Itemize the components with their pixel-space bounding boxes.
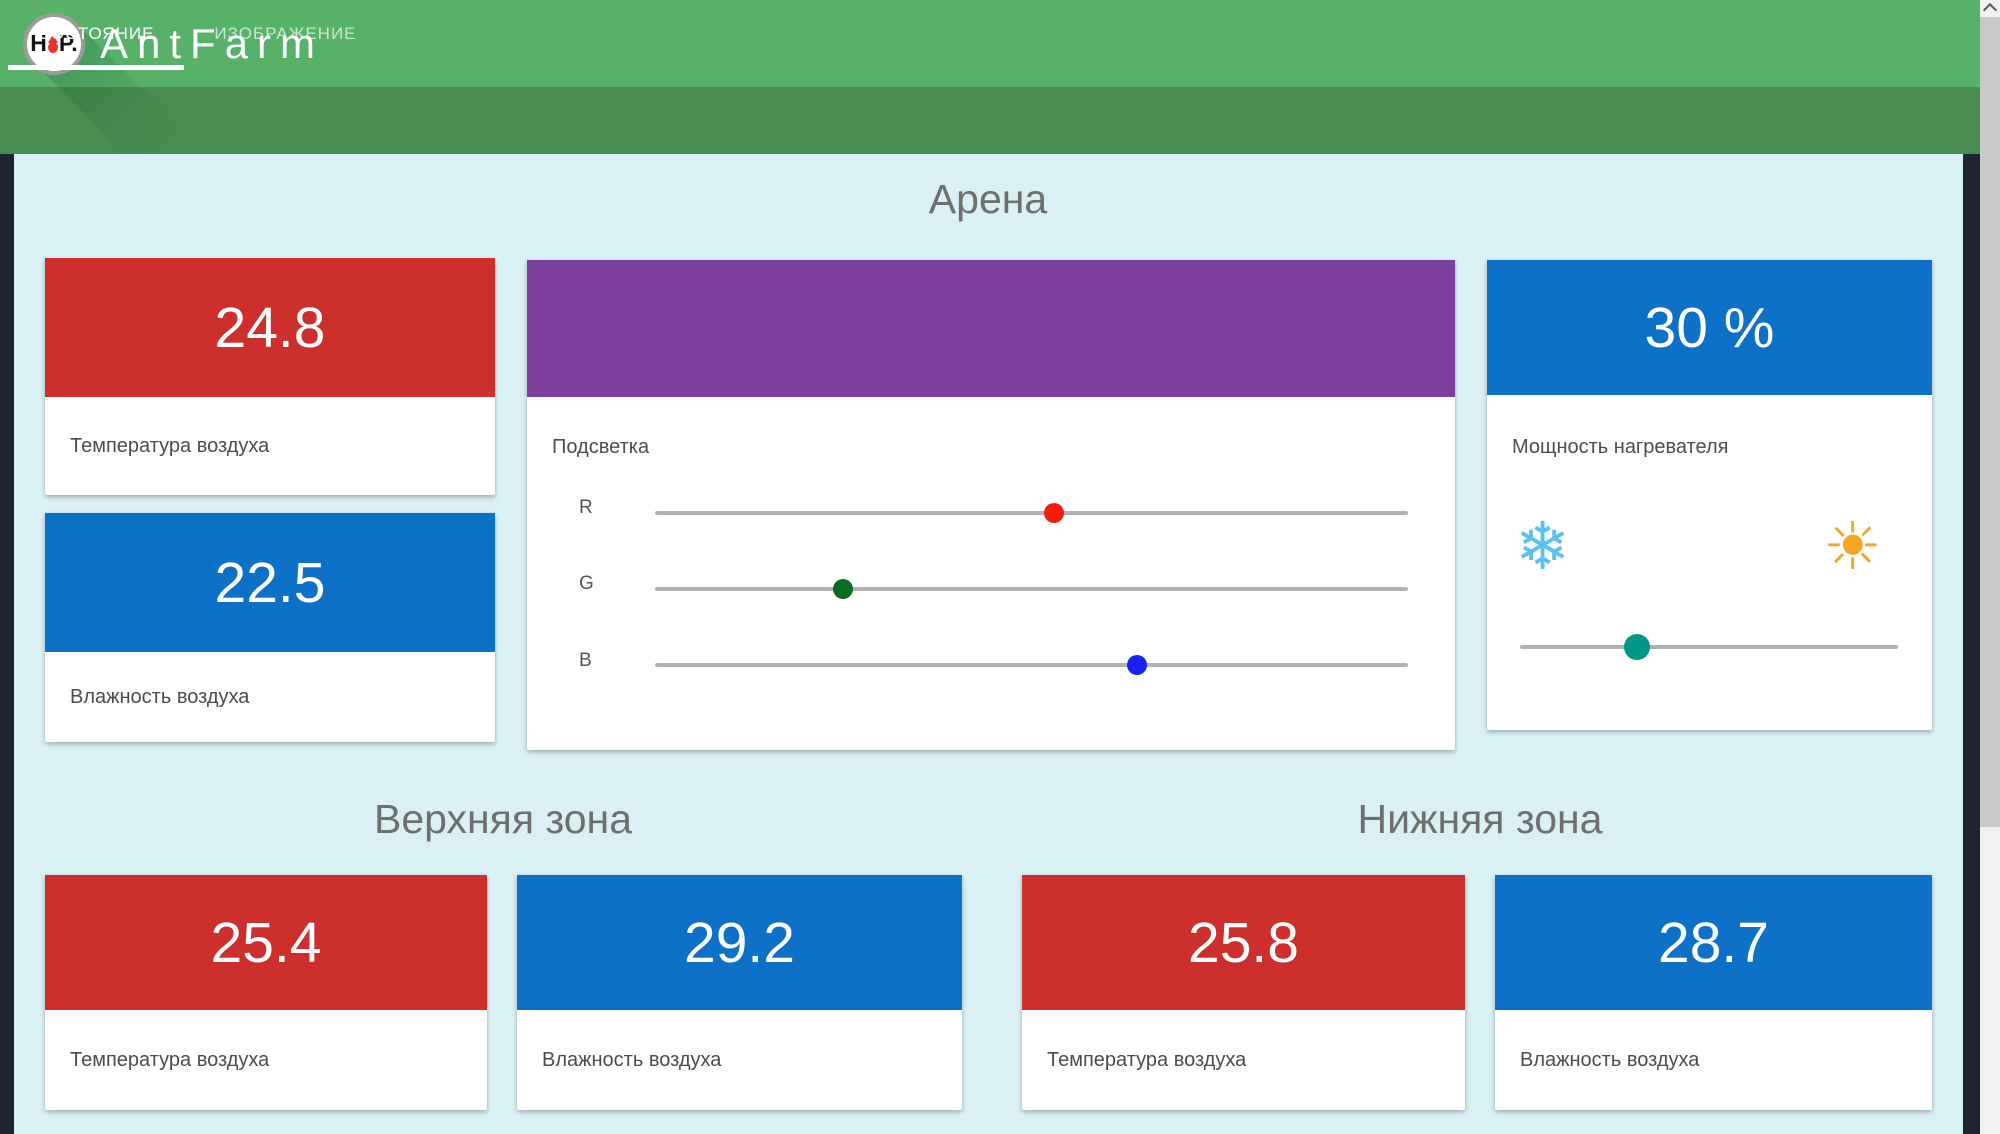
ant-drop-icon bbox=[47, 34, 58, 53]
red-slider-thumb[interactable] bbox=[1044, 503, 1065, 523]
sun-icon: ☀ bbox=[1823, 508, 1883, 585]
card-label: Температура воздуха bbox=[70, 1048, 270, 1071]
temperature-value: 24.8 bbox=[214, 295, 326, 360]
main-content: Арена 24.8 Температура воздуха 22.5 Влаж… bbox=[14, 154, 1963, 1134]
heater-value: 30 % bbox=[1644, 295, 1775, 360]
upper-zone-section-title: Верхняя зона bbox=[373, 796, 632, 842]
humidity-value: 29.2 bbox=[684, 910, 795, 975]
card-label: Влажность воздуха bbox=[1520, 1048, 1700, 1071]
logo-text-left: H bbox=[30, 30, 47, 56]
temperature-value-block: 25.8 bbox=[1022, 875, 1465, 1010]
vertical-scrollbar[interactable] bbox=[1980, 0, 2000, 1134]
heater-power-slider[interactable] bbox=[1520, 634, 1898, 660]
green-channel-label: G bbox=[579, 573, 594, 594]
backlight-card: Подсветка R G B bbox=[527, 260, 1455, 750]
active-tab-indicator bbox=[8, 65, 185, 70]
green-slider-thumb[interactable] bbox=[833, 579, 854, 599]
humidity-value: 28.7 bbox=[1658, 910, 1769, 975]
app-header bbox=[0, 0, 1980, 87]
tab-bar bbox=[0, 87, 1980, 154]
card-label: Температура воздуха bbox=[70, 434, 270, 457]
humidity-value-block: 29.2 bbox=[517, 875, 962, 1010]
humidity-value-block: 28.7 bbox=[1495, 875, 1932, 1010]
upper-zone-temperature-card: 25.4 Температура воздуха bbox=[45, 875, 487, 1110]
lower-zone-humidity-card: 28.7 Влажность воздуха bbox=[1495, 875, 1932, 1110]
heater-card: 30 % Мощность нагревателя ❄ ☀ bbox=[1487, 260, 1932, 730]
chevron-up-icon bbox=[1982, 2, 1998, 18]
backlight-color-preview bbox=[527, 260, 1455, 397]
snowflake-icon: ❄ bbox=[1515, 508, 1571, 585]
heater-slider-thumb[interactable] bbox=[1624, 634, 1651, 660]
app-title: AntFarm bbox=[100, 20, 325, 67]
top-bars: H P. AntFarm СОСТОЯНИЕ ИЗОБРАЖЕ bbox=[0, 0, 1980, 154]
blue-slider-thumb[interactable] bbox=[1126, 655, 1147, 675]
temperature-value-block: 24.8 bbox=[45, 258, 495, 397]
humidity-value-block: 22.5 bbox=[45, 513, 495, 652]
arena-air-temperature-card: 24.8 Температура воздуха bbox=[45, 258, 495, 495]
lower-zone-temperature-card: 25.8 Температура воздуха bbox=[1022, 875, 1465, 1110]
brand: H P. AntFarm bbox=[23, 10, 324, 77]
tabs: СОСТОЯНИЕ ИЗОБРАЖЕНИЕ bbox=[8, 0, 387, 70]
arena-section-title: Арена bbox=[928, 176, 1048, 222]
red-channel-slider[interactable] bbox=[655, 502, 1408, 524]
card-label: Влажность воздуха bbox=[70, 685, 250, 708]
scrollbar-thumb[interactable] bbox=[1980, 17, 2000, 827]
backlight-label: Подсветка bbox=[552, 436, 650, 458]
temperature-value: 25.4 bbox=[210, 910, 322, 975]
tab-status[interactable]: СОСТОЯНИЕ bbox=[8, 0, 185, 70]
heater-value-block: 30 % bbox=[1487, 260, 1932, 395]
green-channel-slider[interactable] bbox=[655, 578, 1408, 600]
temperature-value: 25.8 bbox=[1188, 910, 1299, 975]
logo-text-right: P. bbox=[58, 30, 78, 56]
blue-channel-label: B bbox=[579, 650, 592, 671]
tab-image[interactable]: ИЗОБРАЖЕНИЕ bbox=[214, 23, 357, 43]
card-label: Температура воздуха bbox=[1047, 1048, 1247, 1071]
upper-zone-humidity-card: 29.2 Влажность воздуха bbox=[517, 875, 962, 1110]
blue-channel-slider[interactable] bbox=[655, 654, 1408, 676]
humidity-value: 22.5 bbox=[214, 550, 326, 615]
temperature-value-block: 25.4 bbox=[45, 875, 487, 1010]
red-channel-label: R bbox=[579, 497, 593, 518]
scroll-up-button[interactable] bbox=[1980, 0, 2000, 18]
heater-label: Мощность нагревателя bbox=[1512, 436, 1729, 458]
arena-air-humidity-card: 22.5 Влажность воздуха bbox=[45, 513, 495, 742]
card-label: Влажность воздуха bbox=[542, 1048, 722, 1071]
lower-zone-section-title: Нижняя зона bbox=[1357, 796, 1603, 842]
hp-logo-icon: H P. bbox=[23, 12, 85, 75]
